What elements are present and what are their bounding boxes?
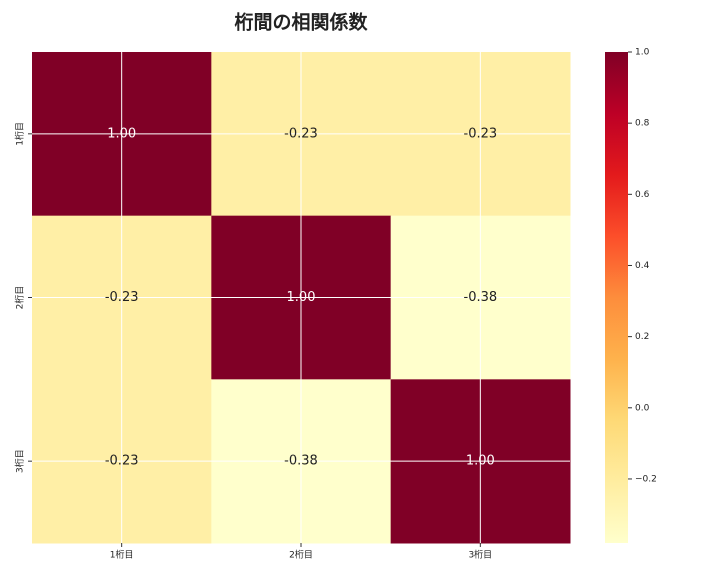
colorbar-tick-label: 0.0 xyxy=(635,403,650,413)
value-label: -0.23 xyxy=(284,126,318,141)
y-tick-label: 2桁目 xyxy=(14,286,26,310)
colorbar-tick-label: 0.6 xyxy=(635,190,650,200)
colorbar-tick-label: −0.2 xyxy=(635,474,657,484)
colorbar-tick-label: 0.8 xyxy=(635,119,650,129)
value-label: -0.38 xyxy=(464,290,498,305)
x-tick-label: 2桁目 xyxy=(289,549,313,561)
value-label: 1.00 xyxy=(287,290,316,305)
value-label: -0.23 xyxy=(464,126,498,141)
colorbar-tick-label: 0.4 xyxy=(635,261,650,271)
y-tick-label: 1桁目 xyxy=(14,122,26,146)
x-tick-label: 1桁目 xyxy=(110,549,134,561)
value-label: -0.23 xyxy=(105,454,139,469)
y-tick-label: 3桁目 xyxy=(14,449,26,473)
colorbar xyxy=(605,52,628,543)
colorbar-tick-label: 1.0 xyxy=(635,48,650,58)
value-label: 1.00 xyxy=(466,454,495,469)
chart-title: 桁間の相関係数 xyxy=(234,11,368,34)
value-label: -0.38 xyxy=(284,454,318,469)
value-label: 1.00 xyxy=(107,126,136,141)
value-label: -0.23 xyxy=(105,290,139,305)
x-tick-label: 3桁目 xyxy=(468,549,492,561)
colorbar-tick-label: 0.2 xyxy=(635,332,649,342)
